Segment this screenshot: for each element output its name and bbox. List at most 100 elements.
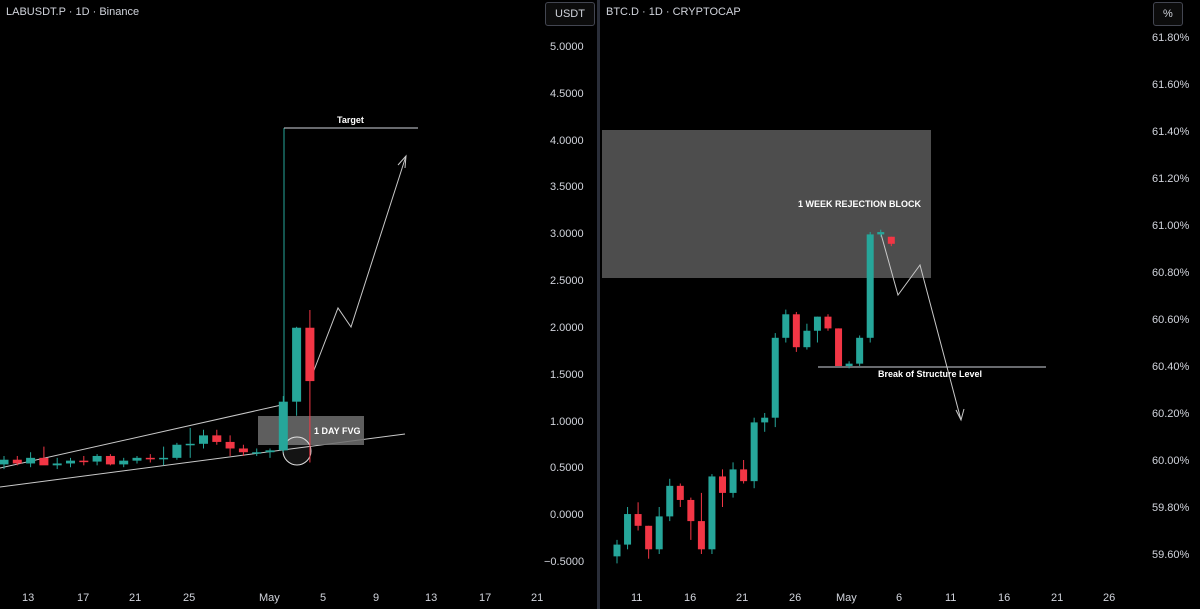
candle-body[interactable] (252, 452, 262, 454)
y-tick-label: 61.20% (1152, 173, 1190, 185)
candle-body[interactable] (132, 457, 142, 461)
candle-body[interactable] (92, 455, 102, 462)
y-tick-label: 4.0000 (550, 135, 584, 147)
candle-body[interactable] (719, 476, 726, 493)
candle-body[interactable] (119, 460, 129, 465)
labusdt-candles (0, 309, 315, 470)
x-tick-label: 11 (631, 592, 642, 604)
candle-body[interactable] (79, 460, 89, 463)
candle-body[interactable] (52, 463, 62, 466)
candle-body[interactable] (761, 417, 769, 423)
x-tick-label: 26 (789, 592, 801, 604)
y-tick-label: 4.5000 (550, 88, 584, 100)
candle-body[interactable] (856, 337, 864, 364)
candle-body[interactable] (225, 441, 235, 449)
candle-body[interactable] (771, 337, 779, 418)
candle-body[interactable] (39, 457, 49, 466)
fvg-zone[interactable] (258, 416, 364, 445)
candle-body[interactable] (887, 236, 895, 244)
candle-body[interactable] (845, 363, 853, 366)
y-tick-label: 61.80% (1152, 32, 1190, 44)
candle-body[interactable] (666, 485, 674, 517)
candle-body[interactable] (687, 499, 695, 522)
x-tick-label: 16 (684, 592, 696, 604)
y-tick-label: 60.60% (1152, 314, 1190, 326)
x-tick-label: 21 (1051, 592, 1063, 604)
projection-arrowhead (955, 408, 965, 422)
labusdt-chart[interactable]: 1 DAY FVG Target 5.0000 4.5000 4.0000 3.… (0, 0, 597, 609)
bos-label: Break of Structure Level (878, 369, 982, 379)
x-tick-label: 13 (22, 592, 34, 604)
right-unit-button[interactable]: % (1153, 2, 1183, 26)
target-label: Target (337, 115, 364, 125)
candle-body[interactable] (265, 450, 275, 453)
candle-body[interactable] (729, 469, 737, 493)
candle-body[interactable] (792, 314, 800, 348)
candle-body[interactable] (697, 521, 705, 550)
candle-body[interactable] (172, 444, 182, 458)
left-y-axis[interactable]: 5.0000 4.5000 4.0000 3.5000 3.0000 2.500… (544, 41, 584, 568)
y-tick-label: 1.5000 (550, 369, 584, 381)
candle-body[interactable] (740, 469, 748, 482)
x-tick-label: May (259, 592, 280, 604)
candle-body[interactable] (0, 459, 9, 465)
candle-body[interactable] (624, 514, 632, 545)
candle-body[interactable] (212, 435, 222, 442)
projection-arrowhead (397, 154, 407, 169)
right-x-axis[interactable]: 11 16 21 26 May 6 11 16 21 26 (631, 592, 1115, 604)
projection-path[interactable] (310, 155, 407, 379)
candle-body[interactable] (824, 316, 832, 329)
candle-body[interactable] (750, 422, 758, 482)
rejection-block-zone[interactable] (602, 130, 931, 278)
candle-body[interactable] (305, 327, 315, 382)
btc-dominance-chart-panel[interactable]: 1 WEEK REJECTION BLOCK Break of Structur… (600, 0, 1200, 609)
y-tick-label: 59.80% (1152, 502, 1190, 514)
candle-body[interactable] (238, 448, 248, 453)
left-x-axis[interactable]: 13 17 21 25 May 5 9 13 17 21 (22, 592, 543, 604)
y-tick-label: 5.0000 (550, 41, 584, 53)
x-tick-label: 21 (531, 592, 543, 604)
candle-body[interactable] (813, 316, 821, 331)
x-tick-label: 17 (479, 592, 491, 604)
candle-body[interactable] (645, 525, 653, 550)
x-tick-label: 6 (896, 592, 902, 604)
candle-body[interactable] (199, 435, 208, 444)
candle-body[interactable] (105, 455, 115, 465)
candle-body[interactable] (708, 476, 716, 550)
x-tick-label: 16 (998, 592, 1010, 604)
x-tick-label: May (836, 592, 857, 604)
labusdt-chart-panel[interactable]: 1 DAY FVG Target 5.0000 4.5000 4.0000 3.… (0, 0, 597, 609)
x-tick-label: 21 (129, 592, 141, 604)
candle-body[interactable] (655, 516, 663, 550)
panel-divider[interactable] (597, 0, 600, 609)
candle-body[interactable] (145, 457, 155, 460)
candle-body[interactable] (26, 457, 36, 464)
x-tick-label: 11 (945, 592, 956, 604)
candle-body[interactable] (676, 485, 684, 500)
btc-dominance-chart[interactable]: 1 WEEK REJECTION BLOCK Break of Structur… (600, 0, 1200, 609)
candle-body[interactable] (877, 232, 885, 235)
y-tick-label: 61.40% (1152, 126, 1190, 138)
candle-body[interactable] (185, 443, 195, 446)
candle-body[interactable] (803, 330, 811, 348)
candle-body[interactable] (66, 460, 75, 464)
candle-body[interactable] (613, 544, 621, 557)
candle-body[interactable] (866, 234, 874, 338)
candle-body[interactable] (782, 314, 790, 338)
candle-body[interactable] (292, 327, 302, 402)
candle-body[interactable] (835, 328, 843, 366)
x-tick-label: 21 (736, 592, 748, 604)
right-y-axis[interactable]: 61.80% 61.60% 61.40% 61.20% 61.00% 60.80… (1152, 32, 1190, 561)
left-unit-button[interactable]: USDT (545, 2, 595, 26)
rejection-block-label: 1 WEEK REJECTION BLOCK (798, 199, 922, 209)
projection-path[interactable] (880, 233, 962, 421)
x-tick-label: 26 (1103, 592, 1115, 604)
candle-body[interactable] (634, 514, 642, 526)
y-tick-label: 61.60% (1152, 79, 1190, 91)
labusdt-chart-title: LABUSDT.P · 1D · Binance (6, 6, 140, 18)
candle-body[interactable] (12, 459, 22, 464)
candle-body[interactable] (159, 457, 169, 460)
btc-dominance-chart-title: BTC.D · 1D · CRYPTOCAP (606, 6, 741, 18)
channel-upper-line[interactable] (0, 403, 287, 469)
candle-body[interactable] (278, 401, 288, 451)
